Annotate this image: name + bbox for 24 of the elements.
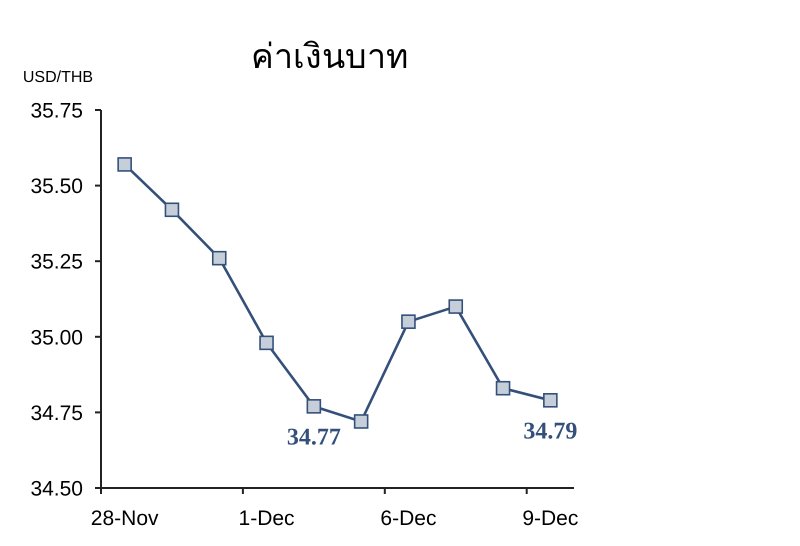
- y-tick-label: 35.25: [30, 250, 83, 274]
- point: [306, 399, 322, 414]
- point: [543, 393, 558, 408]
- data-label: 34.77: [286, 424, 341, 450]
- point: [401, 314, 416, 329]
- y-axis-title: USD/THB: [22, 69, 94, 86]
- point: [496, 380, 510, 396]
- point: [259, 336, 274, 350]
- x-tick-label: 28-Nov: [90, 507, 159, 530]
- data-label: 34.79: [523, 418, 578, 444]
- x-tick-label: 9-Dec: [522, 507, 578, 530]
- point: [448, 299, 464, 314]
- x-tick-label: 1-Dec: [238, 507, 295, 530]
- point: [212, 250, 227, 266]
- y-tick-label: 34.75: [30, 402, 83, 425]
- point: [164, 202, 180, 218]
- y-tick-label: 35.50: [30, 175, 83, 198]
- y-tick-label: 35.75: [30, 100, 83, 122]
- x-tick-label: 6-Dec: [380, 507, 436, 530]
- point: [117, 157, 132, 172]
- chart-title: ค่าเงินบาท: [251, 38, 408, 76]
- y-tick-label: 35.00: [30, 326, 83, 350]
- point: [354, 414, 368, 429]
- y-tick-label: 34.50: [30, 478, 83, 500]
